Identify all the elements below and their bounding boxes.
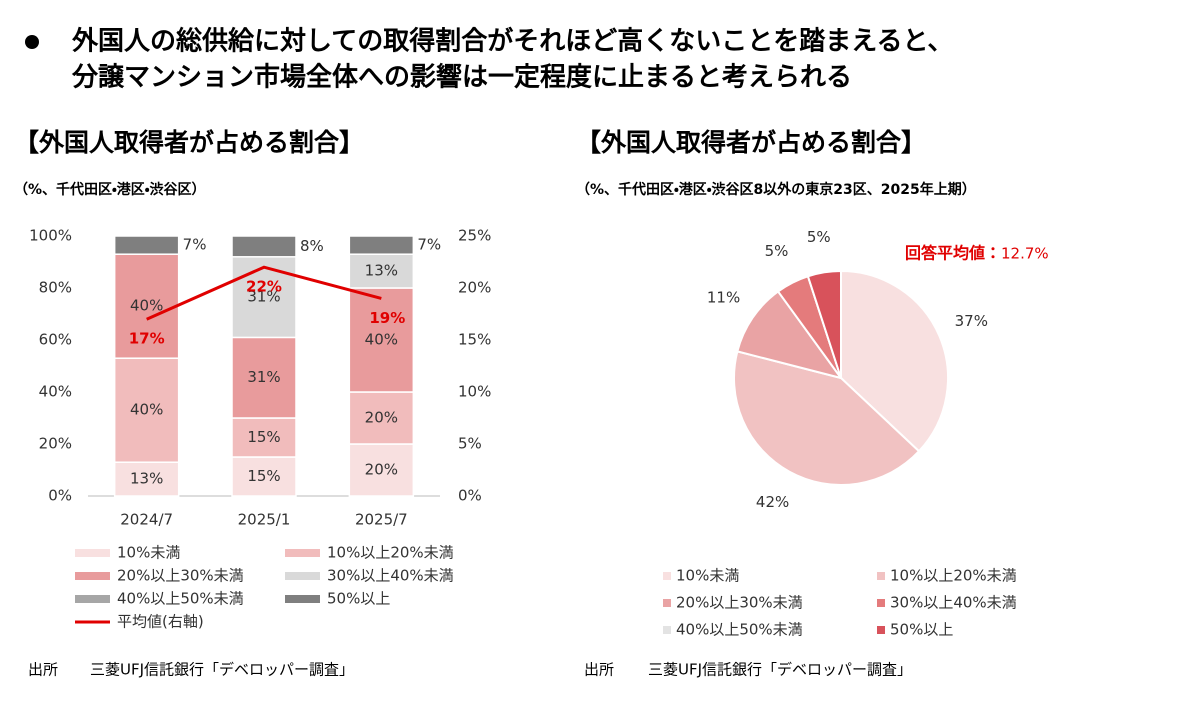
legend-label: 40%以上50%未満 bbox=[117, 590, 244, 608]
bar-segment bbox=[348, 235, 415, 255]
data-label: 37% bbox=[955, 312, 988, 330]
legend-label: 20%以上30%未満 bbox=[676, 594, 803, 612]
header-line: 外国人の総供給に対しての取得割合がそれほど高くないことを踏まえると、 bbox=[71, 26, 953, 57]
x-tick-label: 2024/7 bbox=[120, 511, 173, 529]
bar-segment bbox=[231, 256, 297, 339]
legend-marker bbox=[75, 595, 110, 603]
x-tick-label: 2025/7 bbox=[355, 511, 408, 529]
source-text: 三菱UFJ信託銀行「デベロッパー調査」 bbox=[648, 661, 912, 679]
y2-tick-label: 25% bbox=[458, 227, 491, 245]
data-label: 7% bbox=[183, 236, 207, 254]
data-label: 11% bbox=[707, 289, 740, 307]
pie-slice bbox=[806, 269, 842, 379]
y-tick-label: 80% bbox=[39, 279, 72, 297]
legend-label: 30%以上40%未満 bbox=[327, 567, 454, 585]
source-label: 出所 bbox=[584, 661, 614, 679]
bar-segment bbox=[348, 443, 415, 497]
bar-segment bbox=[231, 235, 297, 258]
legend-marker bbox=[285, 595, 320, 603]
legend-label: 10%未満 bbox=[117, 544, 180, 562]
x-tick-label: 2025/1 bbox=[238, 511, 291, 529]
y-tick-label: 100% bbox=[29, 227, 72, 245]
legend-marker bbox=[877, 626, 885, 634]
data-label: 7% bbox=[417, 236, 441, 254]
y2-tick-label: 10% bbox=[458, 383, 491, 401]
legend-marker bbox=[663, 599, 671, 607]
y-tick-label: 40% bbox=[39, 383, 72, 401]
legend-label: 10%以上20%未満 bbox=[890, 567, 1017, 585]
legend-marker bbox=[75, 572, 110, 580]
legend-marker bbox=[285, 572, 320, 580]
data-label: 31% bbox=[247, 288, 280, 306]
pie-slice bbox=[733, 350, 921, 486]
y-tick-label: 20% bbox=[39, 435, 72, 453]
bar-segment bbox=[231, 417, 297, 458]
bar-segment bbox=[348, 253, 415, 289]
data-label: 13% bbox=[130, 470, 163, 488]
legend-label: 10%以上20%未満 bbox=[327, 544, 454, 562]
chart-title: 【外国人取得者が占める割合】 bbox=[14, 128, 364, 157]
legend-label: 20%以上30%未満 bbox=[117, 567, 244, 585]
y-tick-label: 0% bbox=[48, 487, 72, 505]
data-label: 42% bbox=[756, 493, 789, 511]
legend-label: 10%未満 bbox=[676, 567, 739, 585]
legend-marker bbox=[663, 572, 671, 580]
y2-tick-label: 20% bbox=[458, 279, 491, 297]
bar-segment bbox=[348, 287, 415, 393]
bar-segment bbox=[231, 456, 297, 497]
legend-label: 30%以上40%未満 bbox=[890, 594, 1017, 612]
legend-marker bbox=[285, 549, 320, 557]
data-label: 40% bbox=[130, 401, 163, 419]
data-label: 15% bbox=[247, 467, 280, 485]
bar-segment bbox=[113, 461, 180, 497]
chart-title: 【外国人取得者が占める割合】 bbox=[576, 128, 926, 157]
data-label: 8% bbox=[300, 237, 324, 255]
data-label: 5% bbox=[765, 242, 789, 260]
data-label: 20% bbox=[365, 409, 398, 427]
bar-segment bbox=[113, 235, 180, 255]
chart-subtitle: （%、千代田区・港区・渋谷区8以外の東京23区、2025年上期） bbox=[576, 181, 976, 198]
y2-tick-label: 15% bbox=[458, 331, 491, 349]
pie-slice bbox=[736, 290, 844, 380]
pie-slice bbox=[840, 269, 949, 453]
source-label: 出所 bbox=[28, 661, 58, 679]
bullet bbox=[25, 35, 39, 49]
data-label: 20% bbox=[365, 461, 398, 479]
bar-segment bbox=[231, 336, 297, 419]
line-label: 17% bbox=[129, 330, 165, 348]
data-label: 40% bbox=[130, 297, 163, 315]
header-line: 分譲マンション市場全体への影響は一定程度に止まると考えられる bbox=[71, 62, 852, 93]
data-label: 31% bbox=[247, 368, 280, 386]
y-tick-label: 60% bbox=[39, 331, 72, 349]
average-line bbox=[146, 265, 382, 321]
y2-tick-label: 5% bbox=[458, 435, 482, 453]
y2-tick-label: 0% bbox=[458, 487, 482, 505]
legend-label: 40%以上50%未満 bbox=[676, 621, 803, 639]
annotation-value: 12.7% bbox=[1001, 245, 1049, 263]
legend-marker bbox=[663, 626, 671, 634]
legend-marker bbox=[877, 599, 885, 607]
source-text: 三菱UFJ信託銀行「デベロッパー調査」 bbox=[90, 661, 354, 679]
legend-marker bbox=[75, 549, 110, 557]
legend-marker bbox=[877, 572, 885, 580]
legend-label: 50%以上 bbox=[890, 621, 953, 639]
data-label: 40% bbox=[365, 331, 398, 349]
bar-segment bbox=[348, 391, 415, 445]
legend-label: 平均値(右軸) bbox=[117, 613, 204, 631]
bar-segment bbox=[113, 357, 180, 463]
annotation-label: 回答平均値： bbox=[905, 244, 1001, 263]
line-label: 22% bbox=[246, 278, 282, 296]
line-label: 19% bbox=[369, 309, 405, 327]
data-label: 13% bbox=[365, 262, 398, 280]
legend-label: 50%以上 bbox=[327, 590, 390, 608]
chart-subtitle: （%、千代田区・港区・渋谷区） bbox=[14, 181, 206, 198]
data-label: 15% bbox=[247, 428, 280, 446]
data-label: 5% bbox=[807, 228, 831, 246]
